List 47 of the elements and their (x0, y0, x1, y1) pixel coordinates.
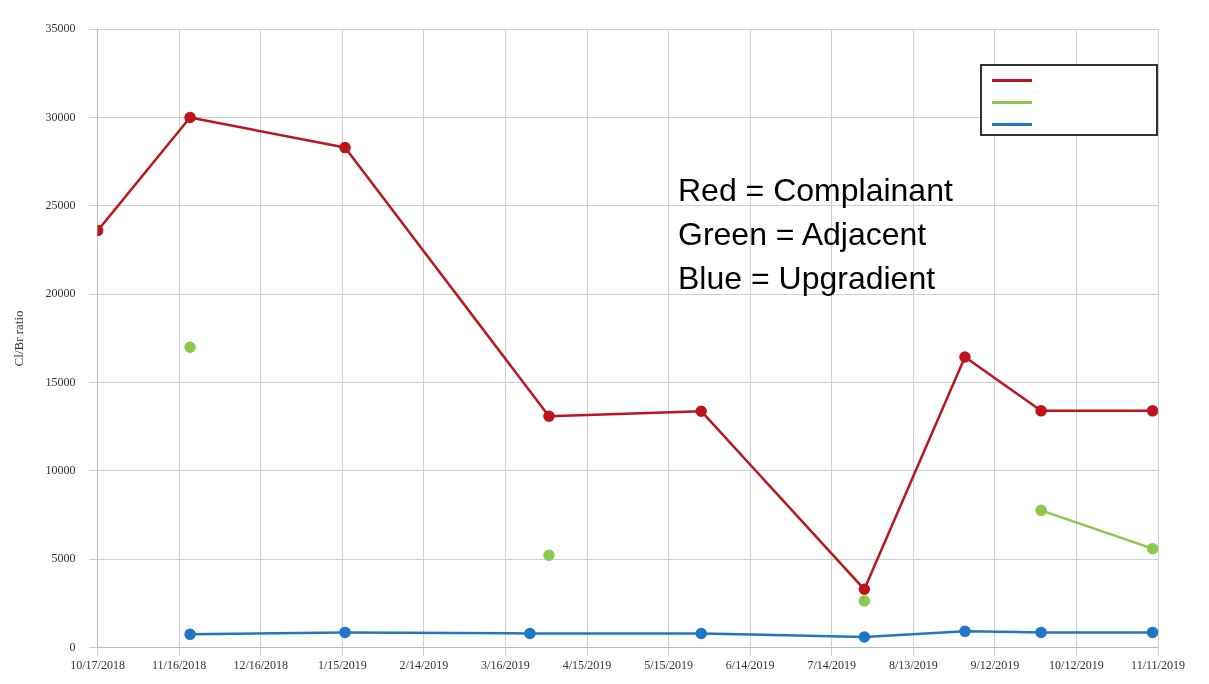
y-axis-title: Cl/Br ratio (11, 310, 27, 367)
y-tick-label: 15000 (45, 374, 76, 389)
x-tick-label: 1/15/2019 (317, 657, 367, 672)
point (339, 626, 351, 639)
y-tick-label: 25000 (45, 198, 76, 213)
y-tick-label: 5000 (51, 551, 76, 566)
point (858, 631, 871, 643)
y-tick-label: 20000 (45, 286, 76, 301)
x-tick-label: 11/16/2018 (152, 657, 207, 672)
x-tick-label: 7/14/2019 (807, 657, 857, 672)
x-tick-label: 5/15/2019 (644, 657, 693, 672)
x-tick-label: 12/16/2018 (233, 657, 289, 672)
x-tick-label: 11/11/2019 (1131, 657, 1185, 672)
x-tick-label: 3/16/2019 (481, 657, 530, 672)
y-tick-label: 0 (69, 639, 76, 654)
y-tick-label: 30000 (45, 109, 76, 124)
x-tick-label: 9/12/2019 (970, 657, 1020, 672)
point (1035, 405, 1047, 417)
x-tick-label: 8/13/2019 (888, 657, 938, 672)
point (1146, 405, 1158, 417)
point (959, 625, 971, 638)
x-tick-label: 10/17/2018 (70, 657, 125, 672)
point (858, 583, 871, 596)
y-tick-label: 10000 (45, 463, 76, 478)
y-tick-label: 35000 (45, 21, 76, 36)
point (543, 549, 555, 561)
annotation: Green = Adjacent (678, 215, 928, 254)
point (695, 627, 707, 640)
point (1146, 542, 1158, 555)
point (695, 405, 707, 417)
point (524, 627, 536, 640)
point (858, 595, 871, 607)
x-tick-label: 6/14/2019 (725, 657, 775, 672)
annotation: Red = Complainant (678, 171, 953, 210)
x-tick-label: 10/12/2019 (1049, 657, 1104, 672)
point (184, 111, 196, 124)
point (184, 628, 196, 641)
x-tick-label: 2/14/2019 (399, 657, 449, 672)
point (1035, 504, 1047, 517)
annotation: Blue = Upgradient (678, 259, 937, 298)
point (184, 341, 196, 353)
x-tick-label: 4/15/2019 (562, 657, 612, 672)
point (1146, 626, 1158, 639)
point (543, 410, 555, 422)
point (1035, 626, 1047, 639)
point (339, 141, 351, 154)
point (959, 351, 971, 363)
